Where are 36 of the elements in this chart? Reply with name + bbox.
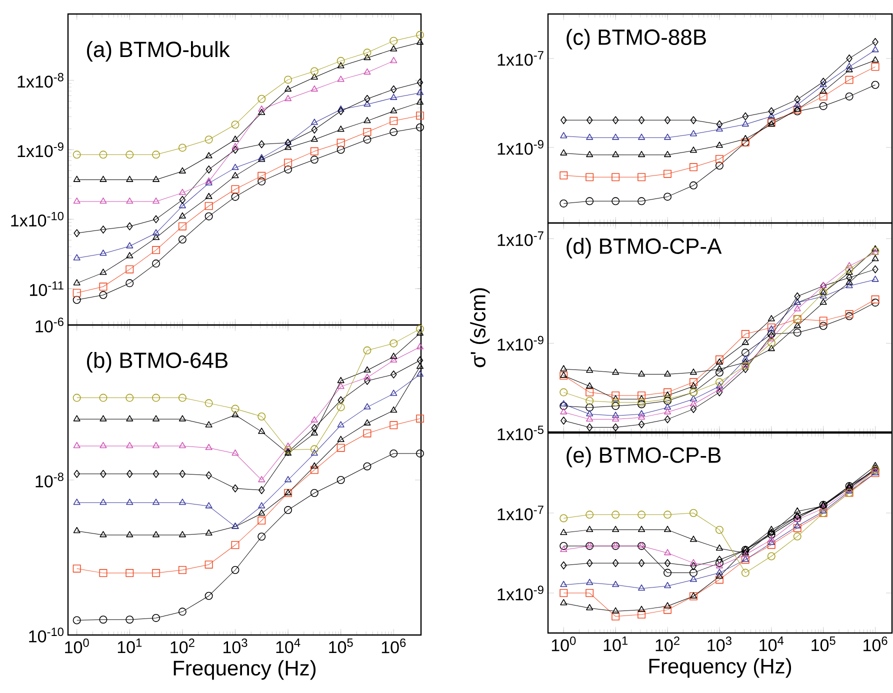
y-tick-label: 1x10$^{-7}$: [498, 231, 544, 246]
x-axis-title: Frequency (Hz): [174, 660, 316, 680]
x-tick-label: 10$^{1}$: [604, 636, 628, 652]
x-tick-label: 10$^{4}$: [760, 636, 784, 652]
text: (d) BTMO-CP-A: [566, 238, 722, 258]
x-tick-label: 10$^{6}$: [864, 636, 888, 652]
x-tick-label: 10$^{3}$: [224, 638, 248, 654]
y-tick-label: 1x10$^{-7}$: [498, 506, 544, 520]
text: (e) BTMO-CP-B: [566, 446, 721, 468]
y-tick-label: 1x10$^{-8}$: [18, 72, 64, 88]
x-tick-label: 10$^{0}$: [552, 636, 576, 652]
x-tick-label: 10$^{5}$: [812, 636, 836, 652]
x-tick-label: 10$^{6}$: [382, 638, 406, 654]
text: (a) BTMO-bulk: [87, 41, 230, 62]
y-tick-label: 1x10$^{-10}$: [11, 212, 64, 227]
y-tick-label: 1x10$^{-5}$: [498, 426, 544, 440]
x-tick-label: 10$^{3}$: [708, 636, 732, 652]
y-tick-label: 10$^{-10}$: [29, 628, 64, 642]
y-tick-label: 1x10$^{-9}$: [498, 336, 544, 351]
y-tick-label: 10$^{-6}$: [36, 318, 64, 332]
y-tick-label: 10$^{-8}$: [36, 472, 64, 488]
x-axis-title: Frequency (Hz): [649, 658, 792, 678]
x-tick-label: 10$^{4}$: [276, 638, 300, 654]
x-tick-label: 10$^{0}$: [65, 638, 89, 654]
x-tick-label: 10$^{2}$: [656, 636, 680, 652]
y-tick-label: 1x10$^{-9}$: [18, 142, 64, 158]
y-tick-label: 10$^{-11}$: [30, 281, 64, 296]
text: (c) BTMO-88B: [566, 28, 706, 50]
y-tick-label: 1x10$^{-9}$: [498, 586, 544, 600]
x-tick-label: 10$^{2}$: [170, 638, 194, 654]
x-tick-label: 10$^{5}$: [329, 638, 353, 654]
y-tick-label: 1x10$^{-7}$: [498, 51, 544, 66]
y-tick-label: 1x10$^{-9}$: [498, 140, 544, 155]
y-axis-title: σ' (s/cm): [470, 288, 490, 368]
x-tick-label: 10$^{1}$: [118, 638, 142, 654]
text: (b) BTMO-64B: [87, 352, 228, 372]
